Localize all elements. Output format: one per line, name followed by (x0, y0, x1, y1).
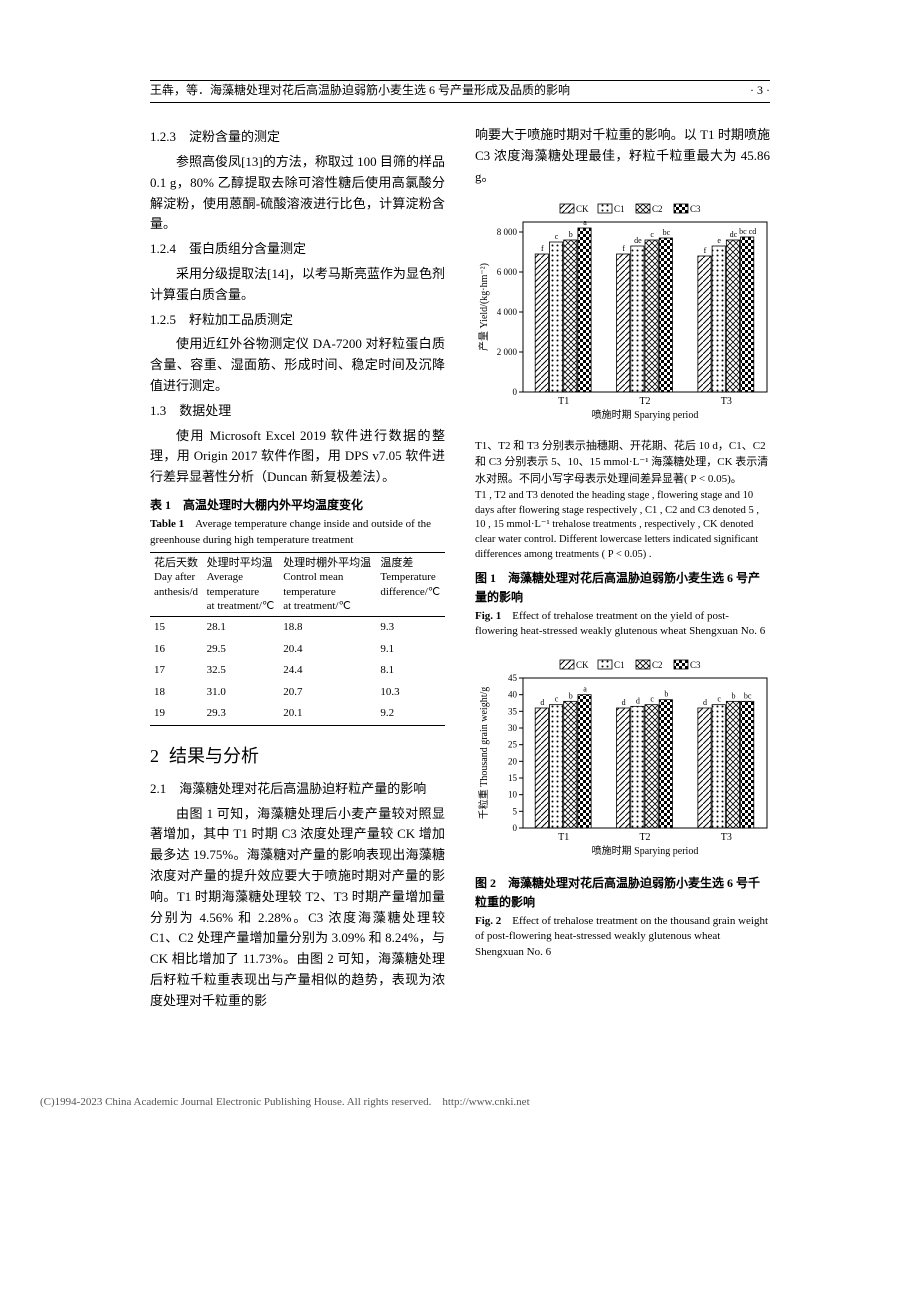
svg-text:5: 5 (513, 806, 518, 816)
table1: 花后天数Day afteranthesis/d处理时平均温Averagetemp… (150, 552, 445, 726)
table1-title-cn: 表 1 高温处理时大棚内外平均温度变化 (150, 496, 445, 515)
svg-text:2 000: 2 000 (497, 347, 518, 357)
fig2-title-cn: 图 2 海藻糖处理对花后高温胁迫弱筋小麦生选 6 号千粒重的影响 (475, 874, 770, 912)
svg-text:f: f (622, 244, 625, 253)
svg-text:喷施时期 Sparying period: 喷施时期 Sparying period (592, 844, 699, 857)
table-row: 1929.320.19.2 (150, 703, 445, 725)
svg-text:f: f (704, 246, 707, 255)
table-row: 1528.118.89.3 (150, 617, 445, 639)
svg-text:CK: CK (576, 660, 589, 670)
sec-1-3: 1.3 数据处理 (150, 401, 445, 422)
svg-text:c: c (650, 230, 654, 239)
header-page: · 3 · (750, 81, 770, 100)
svg-text:bc: bc (663, 228, 671, 237)
svg-text:20: 20 (508, 756, 518, 766)
svg-text:8 000: 8 000 (497, 227, 518, 237)
left-column: 1.2.3 淀粉含量的测定 参照高俊凤[13]的方法，称取过 100 目筛的样品… (150, 123, 445, 1013)
body-1-2-5: 使用近红外谷物测定仪 DA-7200 对籽粒蛋白质含量、容重、湿面筋、形成时间、… (150, 334, 445, 396)
svg-text:c: c (555, 694, 559, 703)
table-col-header: 处理时棚外平均温Control meantemperatureat treatm… (279, 552, 376, 616)
svg-text:C3: C3 (690, 204, 701, 214)
svg-text:T2: T2 (639, 832, 650, 843)
svg-text:35: 35 (508, 706, 518, 716)
table-row: 1831.020.710.3 (150, 682, 445, 704)
svg-text:6 000: 6 000 (497, 267, 518, 277)
sec-1-2-5: 1.2.5 籽粒加工品质测定 (150, 310, 445, 331)
svg-text:千粒重 Thousand grain weight/g: 千粒重 Thousand grain weight/g (477, 686, 490, 818)
fig2-chart: 0 5 10 15 20 25 30 35 40 45 千粒重 Thousand grain wei… (475, 654, 770, 864)
body-2-1: 由图 1 可知，海藻糖处理后小麦产量较对照显著增加，其中 T1 时期 C3 浓度… (150, 804, 445, 1012)
svg-text:C3: C3 (690, 660, 701, 670)
svg-text:a: a (583, 218, 587, 227)
sec-2-1: 2.1 海藻糖处理对花后高温胁迫籽粒产量的影响 (150, 779, 445, 800)
svg-text:15: 15 (508, 773, 518, 783)
table-col-header: 花后天数Day afteranthesis/d (150, 552, 203, 616)
fig1-cap-en: T1 , T2 and T3 denoted the heading stage… (475, 489, 770, 562)
footer: (C)1994-2023 China Academic Journal Elec… (40, 1094, 900, 1112)
fig2-title-en: Fig. 2 Effect of trehalose treatment on … (475, 914, 770, 960)
body-1-3: 使用 Microsoft Excel 2019 软件进行数据的整理，用 Orig… (150, 426, 445, 488)
svg-text:10: 10 (508, 789, 518, 799)
svg-text:0: 0 (513, 823, 518, 833)
svg-text:d: d (703, 698, 707, 707)
svg-text:T3: T3 (721, 396, 732, 407)
svg-text:a: a (583, 684, 587, 693)
svg-text:de: de (634, 236, 642, 245)
body-1-2-4: 采用分级提取法[14]，以考马斯亮蓝作为显色剂计算蛋白质含量。 (150, 264, 445, 306)
running-header: 王犇，等．海藻糖处理对花后高温胁迫弱筋小麦生选 6 号产量形成及品质的影响 · … (150, 80, 770, 103)
svg-text:C2: C2 (652, 660, 663, 670)
svg-text:c: c (717, 694, 721, 703)
body-1-2-3: 参照高俊凤[13]的方法，称取过 100 目筛的样品 0.1 g，80% 乙醇提… (150, 152, 445, 235)
svg-text:dc: dc (730, 230, 738, 239)
svg-text:T1: T1 (558, 396, 569, 407)
svg-text:30: 30 (508, 723, 518, 733)
header-center: 王犇，等．海藻糖处理对花后高温胁迫弱筋小麦生选 6 号产量形成及品质的影响 (150, 81, 570, 100)
fig1-cap-cn: T1、T2 和 T3 分别表示抽穗期、开花期、花后 10 d，C1、C2 和 C… (475, 438, 770, 488)
svg-text:T3: T3 (721, 832, 732, 843)
svg-text:b: b (569, 230, 573, 239)
svg-text:d: d (540, 698, 544, 707)
svg-text:40: 40 (508, 689, 518, 699)
svg-text:4 000: 4 000 (497, 307, 518, 317)
table1-title-en: Table 1 Average temperature change insid… (150, 517, 445, 548)
fig1-title-en: Fig. 1 Effect of trehalose treatment on … (475, 609, 770, 640)
fig1-title-cn: 图 1 海藻糖处理对花后高温胁迫弱筋小麦生选 6 号产量的影响 (475, 569, 770, 607)
svg-text:c: c (555, 232, 559, 241)
svg-text:CK: CK (576, 204, 589, 214)
svg-text:bc: bc (744, 691, 752, 700)
table-row: 1732.524.48.1 (150, 660, 445, 682)
sec-2: 2结果与分析 (150, 742, 445, 771)
svg-text:T2: T2 (639, 396, 650, 407)
svg-text:b: b (664, 689, 668, 698)
table-col-header: 温度差Temperaturedifference/℃ (376, 552, 445, 616)
svg-text:d: d (636, 696, 640, 705)
svg-text:b: b (569, 691, 573, 700)
svg-text:d: d (622, 698, 626, 707)
table-col-header: 处理时平均温Averagetemperatureat treatment/℃ (203, 552, 280, 616)
svg-text:b: b (731, 691, 735, 700)
svg-text:c: c (650, 694, 654, 703)
svg-text:产量 Yield/(kg·hm⁻²): 产量 Yield/(kg·hm⁻²) (477, 263, 490, 351)
right-column: 响要大于喷施时期对千粒重的影响。以 T1 时期喷施 C3 浓度海藻糖处理最佳，籽… (475, 123, 770, 1013)
svg-text:0: 0 (513, 387, 518, 397)
svg-text:C1: C1 (614, 204, 625, 214)
footer-link[interactable]: http://www.cnki.net (442, 1096, 529, 1108)
svg-text:bc cd: bc cd (739, 227, 756, 236)
svg-text:f: f (541, 244, 544, 253)
svg-text:T1: T1 (558, 832, 569, 843)
svg-text:喷施时期 Sparying period: 喷施时期 Sparying period (592, 408, 699, 421)
sec-1-2-4: 1.2.4 蛋白质组分含量测定 (150, 239, 445, 260)
fig1-chart: 0 2 000 4 000 6 000 8 000 产量 Yield/(kg·hm⁻²) C… (475, 198, 770, 428)
svg-text:e: e (717, 236, 721, 245)
table-row: 1629.520.49.1 (150, 639, 445, 661)
svg-text:45: 45 (508, 673, 518, 683)
svg-text:C1: C1 (614, 660, 625, 670)
svg-text:C2: C2 (652, 204, 663, 214)
svg-text:25: 25 (508, 739, 518, 749)
sec-1-2-3: 1.2.3 淀粉含量的测定 (150, 127, 445, 148)
right-top-para: 响要大于喷施时期对千粒重的影响。以 T1 时期喷施 C3 浓度海藻糖处理最佳，籽… (475, 125, 770, 187)
